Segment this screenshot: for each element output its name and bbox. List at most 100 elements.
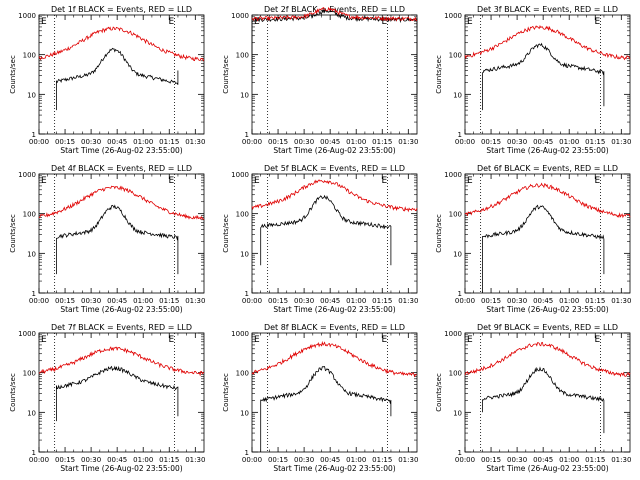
events-series-line: [260, 194, 392, 266]
y-axis-label: Counts/sec: [222, 214, 230, 253]
y-tick-label: 1000: [18, 171, 36, 179]
x-tick-label: 00:45: [533, 456, 553, 464]
panel-det-7: Det 7f BLACK = Events, RED = LLD 1 10 100 10…: [9, 323, 205, 473]
y-axis-label: Counts/sec: [435, 373, 443, 412]
x-tick-label: 01:30: [185, 456, 205, 464]
x-tick-label: 00:30: [507, 297, 527, 305]
lld-series-line: [251, 179, 418, 213]
panel-title: Det 8f BLACK = Events, RED = LLD: [264, 323, 405, 332]
x-tick-label: 01:00: [133, 456, 153, 464]
event-marker-label: E: [381, 17, 387, 27]
y-tick-label: 1000: [444, 171, 462, 179]
panel-title: Det 5f BLACK = Events, RED = LLD: [264, 164, 405, 173]
x-tick-label: 00:15: [55, 297, 75, 305]
y-tick-label: 100: [449, 52, 462, 60]
event-marker-label: E: [594, 335, 600, 345]
y-tick-label: 1000: [444, 330, 462, 338]
y-tick-label: 100: [449, 211, 462, 219]
y-tick-label: 10: [453, 409, 462, 417]
x-tick-label: 01:15: [372, 456, 392, 464]
y-tick-label: 1000: [231, 171, 249, 179]
plot-frame: [464, 173, 631, 294]
panel-det-9: Det 9f BLACK = Events, RED = LLD 1 10 100 10…: [435, 323, 631, 473]
x-tick-label: 00:30: [507, 456, 527, 464]
x-tick-label: 00:15: [268, 297, 288, 305]
x-tick-label: 00:00: [242, 456, 262, 464]
event-marker-label: E: [594, 17, 600, 27]
event-marker-label: E: [594, 176, 600, 186]
y-tick-label: 10: [240, 91, 249, 99]
x-tick-label: 00:45: [320, 297, 340, 305]
event-marker-label: E: [41, 176, 47, 186]
lld-series-line: [464, 24, 631, 61]
x-tick-label: 01:00: [133, 138, 153, 146]
x-tick-label: 00:45: [533, 297, 553, 305]
y-tick-label: 100: [236, 211, 249, 219]
x-tick-label: 01:30: [185, 297, 205, 305]
y-axis-label: Counts/sec: [435, 55, 443, 94]
y-tick-label: 1: [458, 131, 462, 139]
events-series-line: [482, 366, 605, 434]
x-tick-label: 01:30: [611, 297, 631, 305]
x-tick-label: 01:30: [611, 138, 631, 146]
panel-title: Det 6f BLACK = Events, RED = LLD: [477, 164, 618, 173]
x-tick-label: 01:15: [585, 138, 605, 146]
x-tick-label: 01:30: [185, 138, 205, 146]
y-axis-label: Counts/sec: [9, 373, 17, 412]
plot-frame: [38, 332, 205, 453]
y-tick-label: 100: [449, 370, 462, 378]
x-tick-label: 00:15: [481, 138, 501, 146]
x-tick-label: 00:15: [55, 138, 75, 146]
lld-series-line: [464, 341, 631, 378]
y-axis-label: Counts/sec: [9, 214, 17, 253]
y-axis-label: Counts/sec: [222, 55, 230, 94]
x-tick-label: 00:00: [242, 138, 262, 146]
x-tick-label: 00:30: [294, 297, 314, 305]
x-tick-label: 01:00: [559, 297, 579, 305]
x-tick-label: 00:45: [533, 138, 553, 146]
y-axis-label: Counts/sec: [435, 214, 443, 253]
plot-frame: [251, 14, 418, 135]
x-tick-label: 01:00: [133, 297, 153, 305]
y-tick-label: 10: [27, 409, 36, 417]
x-tick-label: 00:15: [268, 456, 288, 464]
plot-frame: [464, 332, 631, 453]
x-tick-label: 00:30: [507, 138, 527, 146]
lld-series-line: [38, 346, 205, 377]
y-tick-label: 100: [23, 52, 36, 60]
x-tick-label: 00:30: [81, 297, 101, 305]
event-marker-label: E: [168, 335, 174, 345]
panel-det-4: Det 4f BLACK = Events, RED = LLD 1 10 100 10…: [9, 164, 205, 314]
panel-title: Det 9f BLACK = Events, RED = LLD: [477, 323, 618, 332]
panel-det-8: Det 8f BLACK = Events, RED = LLD 1 10 100 10…: [222, 323, 418, 473]
x-tick-label: 00:30: [294, 138, 314, 146]
lld-series-line: [464, 182, 631, 219]
panel-title: Det 4f BLACK = Events, RED = LLD: [51, 164, 192, 173]
event-marker-label: E: [168, 17, 174, 27]
y-tick-label: 1000: [18, 330, 36, 338]
x-axis-label: Start Time (26-Aug-02 23:55:00): [273, 146, 395, 155]
x-tick-label: 00:45: [320, 456, 340, 464]
y-tick-label: 1: [32, 449, 36, 457]
x-tick-label: 00:15: [268, 138, 288, 146]
x-tick-label: 00:15: [55, 456, 75, 464]
plot-frame: [38, 14, 205, 135]
x-axis-label: Start Time (26-Aug-02 23:55:00): [486, 305, 608, 314]
plot-frame: [38, 173, 205, 294]
panel-title: Det 7f BLACK = Events, RED = LLD: [51, 323, 192, 332]
x-tick-label: 01:15: [585, 456, 605, 464]
event-marker-label: E: [467, 17, 473, 27]
x-tick-label: 00:30: [81, 138, 101, 146]
panel-title: Det 3f BLACK = Events, RED = LLD: [477, 5, 618, 14]
lld-series-line: [38, 185, 205, 221]
panel-title: Det 1f BLACK = Events, RED = LLD: [51, 5, 192, 14]
x-axis-label: Start Time (26-Aug-02 23:55:00): [60, 146, 182, 155]
plot-frame: [251, 173, 418, 294]
x-tick-label: 00:00: [455, 138, 475, 146]
y-tick-label: 10: [27, 250, 36, 258]
x-axis-label: Start Time (26-Aug-02 23:55:00): [486, 464, 608, 473]
x-tick-label: 01:15: [159, 138, 179, 146]
x-tick-label: 00:15: [481, 297, 501, 305]
events-series-line: [56, 204, 179, 275]
x-tick-label: 01:30: [398, 297, 418, 305]
